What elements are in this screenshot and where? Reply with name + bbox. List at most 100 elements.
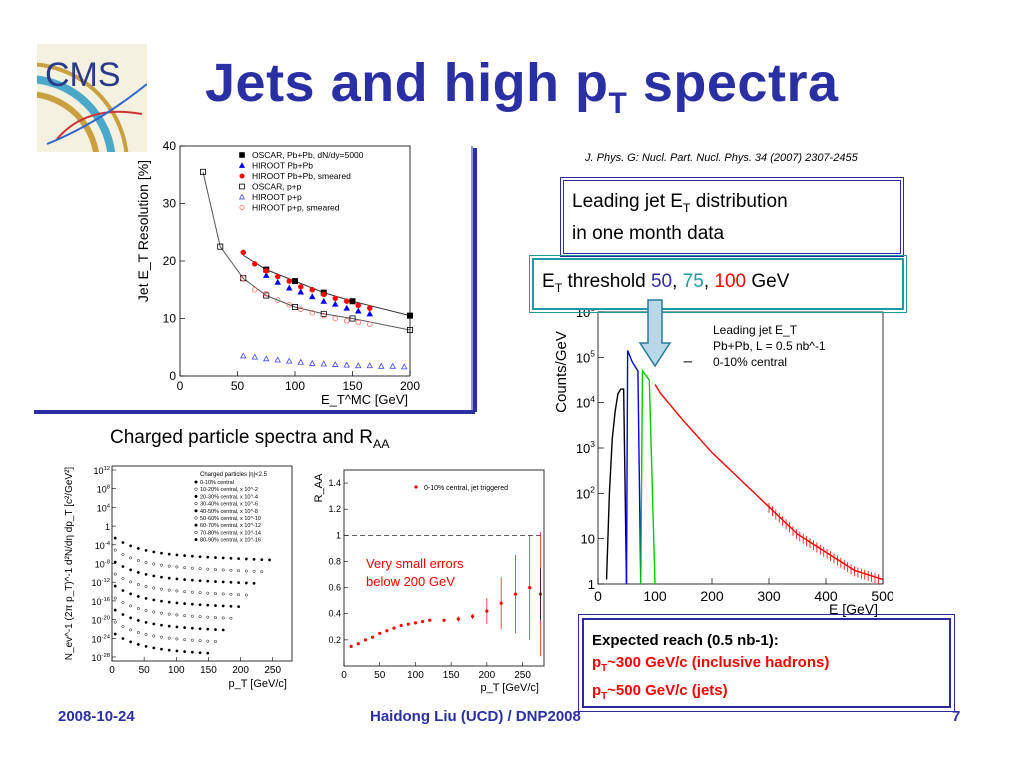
data-point — [229, 592, 233, 596]
data-point — [144, 548, 148, 552]
data-point — [221, 604, 225, 608]
data-point — [354, 307, 362, 314]
data-point — [198, 639, 202, 643]
legend-marker — [194, 538, 198, 542]
data-point — [160, 551, 163, 555]
data-point — [260, 570, 264, 574]
y-tick-label: 1 — [588, 577, 595, 592]
x-tick-label: 500 — [871, 588, 893, 604]
raa-chart: 0 50 100 150 200 250 0.2 0.4 0.6 0.8 1 1.2 1.4 p_T [G… — [313, 469, 545, 694]
data-point — [349, 298, 356, 305]
data-point — [129, 616, 133, 620]
data-point — [298, 284, 304, 290]
data-point — [221, 628, 225, 632]
data-point — [239, 204, 245, 211]
data-point — [175, 613, 179, 617]
data-point — [113, 596, 117, 600]
data-point — [167, 588, 171, 592]
data-point — [343, 361, 351, 368]
data-point — [152, 586, 156, 590]
data-point — [321, 312, 327, 319]
y-tick-label: 0.4 — [328, 609, 341, 619]
y-axis-label: R_AA — [313, 473, 325, 502]
data-point — [113, 620, 117, 624]
data-point — [113, 548, 117, 552]
data-point — [349, 644, 353, 648]
x-tick-label: 50 — [374, 670, 386, 681]
data-point — [366, 362, 374, 369]
data-point — [239, 183, 245, 190]
y-tick-label: 104 — [576, 394, 595, 411]
data-point — [237, 593, 241, 597]
down-arrow-icon — [638, 299, 672, 368]
data-point — [399, 623, 403, 628]
data-point — [286, 301, 292, 308]
data-point — [214, 580, 217, 584]
legend-entry: HIROOT p+p, smeared — [252, 203, 340, 213]
legend-entry: HIROOT p+p — [252, 192, 302, 202]
x-tick-label: 50 — [139, 665, 151, 676]
spectrum-line — [625, 350, 642, 585]
annotation-text: Pb+Pb, L = 0.5 nb^-1 — [713, 339, 826, 353]
data-point — [206, 639, 210, 643]
data-point — [136, 570, 140, 574]
data-point — [206, 651, 210, 655]
expected-reach-box: Expected reach (0.5 nb-1): pT~300 GeV/c … — [578, 614, 955, 712]
data-point — [183, 614, 187, 618]
data-point — [206, 627, 210, 631]
legend-marker — [194, 502, 198, 506]
data-point — [252, 557, 256, 561]
x-tick-label: 0 — [109, 665, 115, 676]
data-point — [183, 638, 187, 642]
data-point — [442, 618, 446, 622]
y-tick-label: 10 — [581, 532, 595, 547]
data-point — [190, 566, 194, 570]
data-point — [268, 558, 271, 562]
data-point — [321, 291, 327, 298]
data-point — [406, 312, 413, 319]
data-point — [513, 592, 518, 596]
x-tick-label: 50 — [231, 379, 245, 393]
x-tick-label: 150 — [342, 379, 362, 393]
x-tick-label: 0 — [594, 588, 602, 604]
data-point — [160, 647, 163, 651]
data-point — [160, 575, 163, 579]
legend-entry: 60-70% central, x 10^-12 — [200, 523, 261, 529]
x-tick-label: 400 — [814, 588, 838, 604]
data-point — [308, 293, 316, 300]
data-point — [136, 594, 140, 598]
legend-entry: 50-60% central, x 10^-10 — [200, 516, 261, 522]
legend-marker — [194, 530, 198, 534]
data-point — [175, 565, 179, 569]
legend-entry: 40-50% central, x 10^-8 — [200, 509, 258, 515]
data-point — [355, 319, 361, 326]
x-tick-label: 200 — [400, 379, 420, 393]
data-point — [251, 353, 259, 360]
data-point — [297, 358, 305, 365]
data-point — [160, 623, 163, 627]
data-point — [214, 640, 217, 644]
y-tick-label: 1.4 — [328, 478, 341, 488]
data-point — [378, 631, 382, 635]
data-point — [167, 576, 171, 580]
data-point — [167, 552, 171, 556]
data-point — [221, 556, 225, 560]
data-point — [144, 596, 148, 600]
data-point — [238, 193, 246, 200]
data-point — [252, 261, 258, 267]
data-point — [160, 599, 163, 603]
data-point — [485, 609, 489, 613]
data-point — [121, 613, 125, 616]
data-point — [244, 581, 248, 585]
data-point — [175, 589, 179, 593]
data-point — [355, 302, 361, 309]
data-point — [190, 578, 194, 582]
legend-entry: HIROOT Pb+Pb, smeared — [252, 171, 351, 181]
y-tick-label: 30 — [163, 197, 177, 211]
data-point — [113, 608, 117, 612]
legend-entry: OSCAR, Pb+Pb, dN/dy=5000 — [252, 150, 364, 160]
data-point — [221, 616, 225, 620]
data-point — [198, 615, 202, 619]
data-point — [377, 362, 385, 369]
fit-curve-pbpb — [242, 254, 411, 317]
